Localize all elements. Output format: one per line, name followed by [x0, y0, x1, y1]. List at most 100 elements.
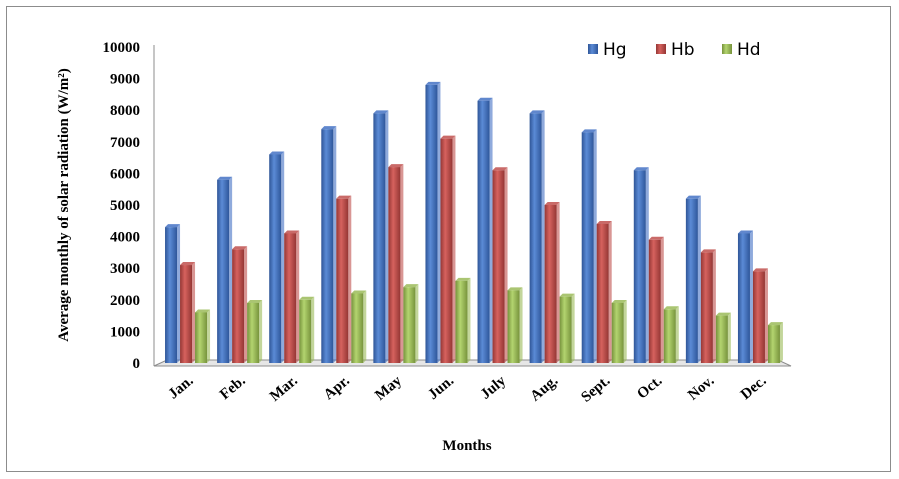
bar-side — [400, 164, 404, 363]
bar-front — [232, 249, 245, 363]
bar-side — [385, 110, 389, 363]
bar-hb-10 — [700, 249, 716, 363]
bar-top — [425, 81, 441, 85]
bar-side — [311, 296, 315, 363]
x-tick-label: Aug. — [528, 373, 562, 405]
y-tick-label: 8000 — [110, 103, 140, 119]
bar-side — [519, 287, 523, 363]
bar-front — [715, 315, 728, 363]
bar-side — [556, 202, 560, 363]
x-tick-label: Nov. — [685, 373, 718, 404]
bar-front — [351, 293, 364, 363]
bar-top — [373, 110, 389, 114]
bar-top — [336, 195, 352, 199]
bar-hb-4 — [388, 164, 404, 363]
bar-front — [388, 167, 401, 363]
bar-hd-6 — [507, 287, 523, 363]
bar-front — [336, 198, 349, 363]
bar-side — [207, 309, 211, 363]
bar-front — [492, 170, 505, 363]
y-tick-label: 6000 — [110, 166, 140, 182]
y-tick-label: 7000 — [110, 135, 140, 151]
bar-front — [180, 265, 193, 363]
bar-front — [217, 179, 230, 363]
bar-top — [321, 126, 337, 130]
bar-hg-5 — [425, 81, 441, 364]
bar-top — [388, 164, 404, 168]
bar-front — [529, 113, 542, 363]
bar-hg-1 — [217, 176, 233, 363]
bar-top — [596, 220, 612, 224]
bar-top — [180, 262, 196, 266]
y-tick-label: 1000 — [110, 324, 140, 340]
bar-side — [712, 249, 716, 363]
bar-hg-6 — [477, 97, 493, 363]
bar-top — [663, 306, 679, 310]
bar-front — [581, 132, 594, 363]
bar-side — [660, 236, 664, 363]
bar-hd-2 — [299, 296, 315, 363]
bar-top — [269, 151, 285, 155]
bar-side — [333, 126, 337, 363]
bar-hb-3 — [336, 195, 352, 363]
bar-side — [764, 268, 768, 363]
legend-label-hb: Hb — [671, 40, 695, 60]
y-tick-label: 10000 — [103, 40, 141, 56]
bar-front — [440, 138, 453, 363]
x-tick-label: May — [372, 372, 405, 403]
legend-swatch-hd — [722, 44, 732, 54]
bar-side — [697, 195, 701, 363]
y-tick-label: 2000 — [110, 293, 140, 309]
bar-top — [752, 268, 768, 272]
bar-side — [727, 312, 731, 363]
bar-hd-8 — [611, 299, 627, 363]
legend-swatch-hg — [588, 44, 598, 54]
legend: Hg Hb Hd — [588, 40, 761, 60]
bar-front — [321, 129, 334, 363]
bar-hb-1 — [232, 246, 248, 363]
bar-top — [455, 277, 471, 281]
bar-hd-7 — [559, 293, 575, 363]
bar-top — [217, 176, 233, 180]
bar-side — [177, 224, 181, 363]
x-tick-label: Dec. — [738, 373, 770, 403]
y-tick-label: 0 — [133, 356, 141, 372]
bar-hg-8 — [581, 129, 597, 363]
bar-front — [559, 296, 572, 363]
bar-hb-5 — [440, 135, 456, 363]
bar-top — [611, 299, 627, 303]
legend-swatch-hb — [656, 44, 666, 54]
bar-top — [477, 97, 493, 101]
bar-front — [373, 113, 386, 363]
bar-side — [489, 97, 493, 363]
bar-front — [611, 302, 624, 363]
bar-side — [593, 129, 597, 363]
bar-front — [767, 325, 780, 363]
bar-hd-0 — [195, 309, 211, 363]
bar-hg-4 — [373, 110, 389, 363]
y-tick-label: 3000 — [110, 261, 140, 277]
bar-hd-3 — [351, 290, 367, 363]
y-tick-label: 5000 — [110, 198, 140, 214]
bar-top — [247, 299, 263, 303]
bar-top — [232, 246, 248, 250]
y-tick-label: 9000 — [110, 72, 140, 88]
bar-side — [779, 322, 783, 363]
bar-hb-2 — [284, 230, 300, 363]
y-axis-title: Average monthly of solar radiation (W/m²… — [56, 68, 72, 342]
x-tick-label: Oct. — [634, 373, 665, 403]
bar-front — [596, 223, 609, 363]
bar-side — [675, 306, 679, 363]
bar-top — [351, 290, 367, 294]
bar-front — [403, 287, 416, 363]
bar-side — [281, 151, 285, 363]
bar-hg-0 — [165, 224, 181, 363]
bar-side — [571, 293, 575, 363]
x-axis-title: Months — [442, 438, 491, 454]
y-tick-label: 4000 — [110, 230, 140, 246]
bar-top — [559, 293, 575, 297]
x-tick-label: Apr. — [321, 373, 353, 404]
bar-top — [767, 322, 783, 326]
bar-front — [648, 239, 661, 363]
